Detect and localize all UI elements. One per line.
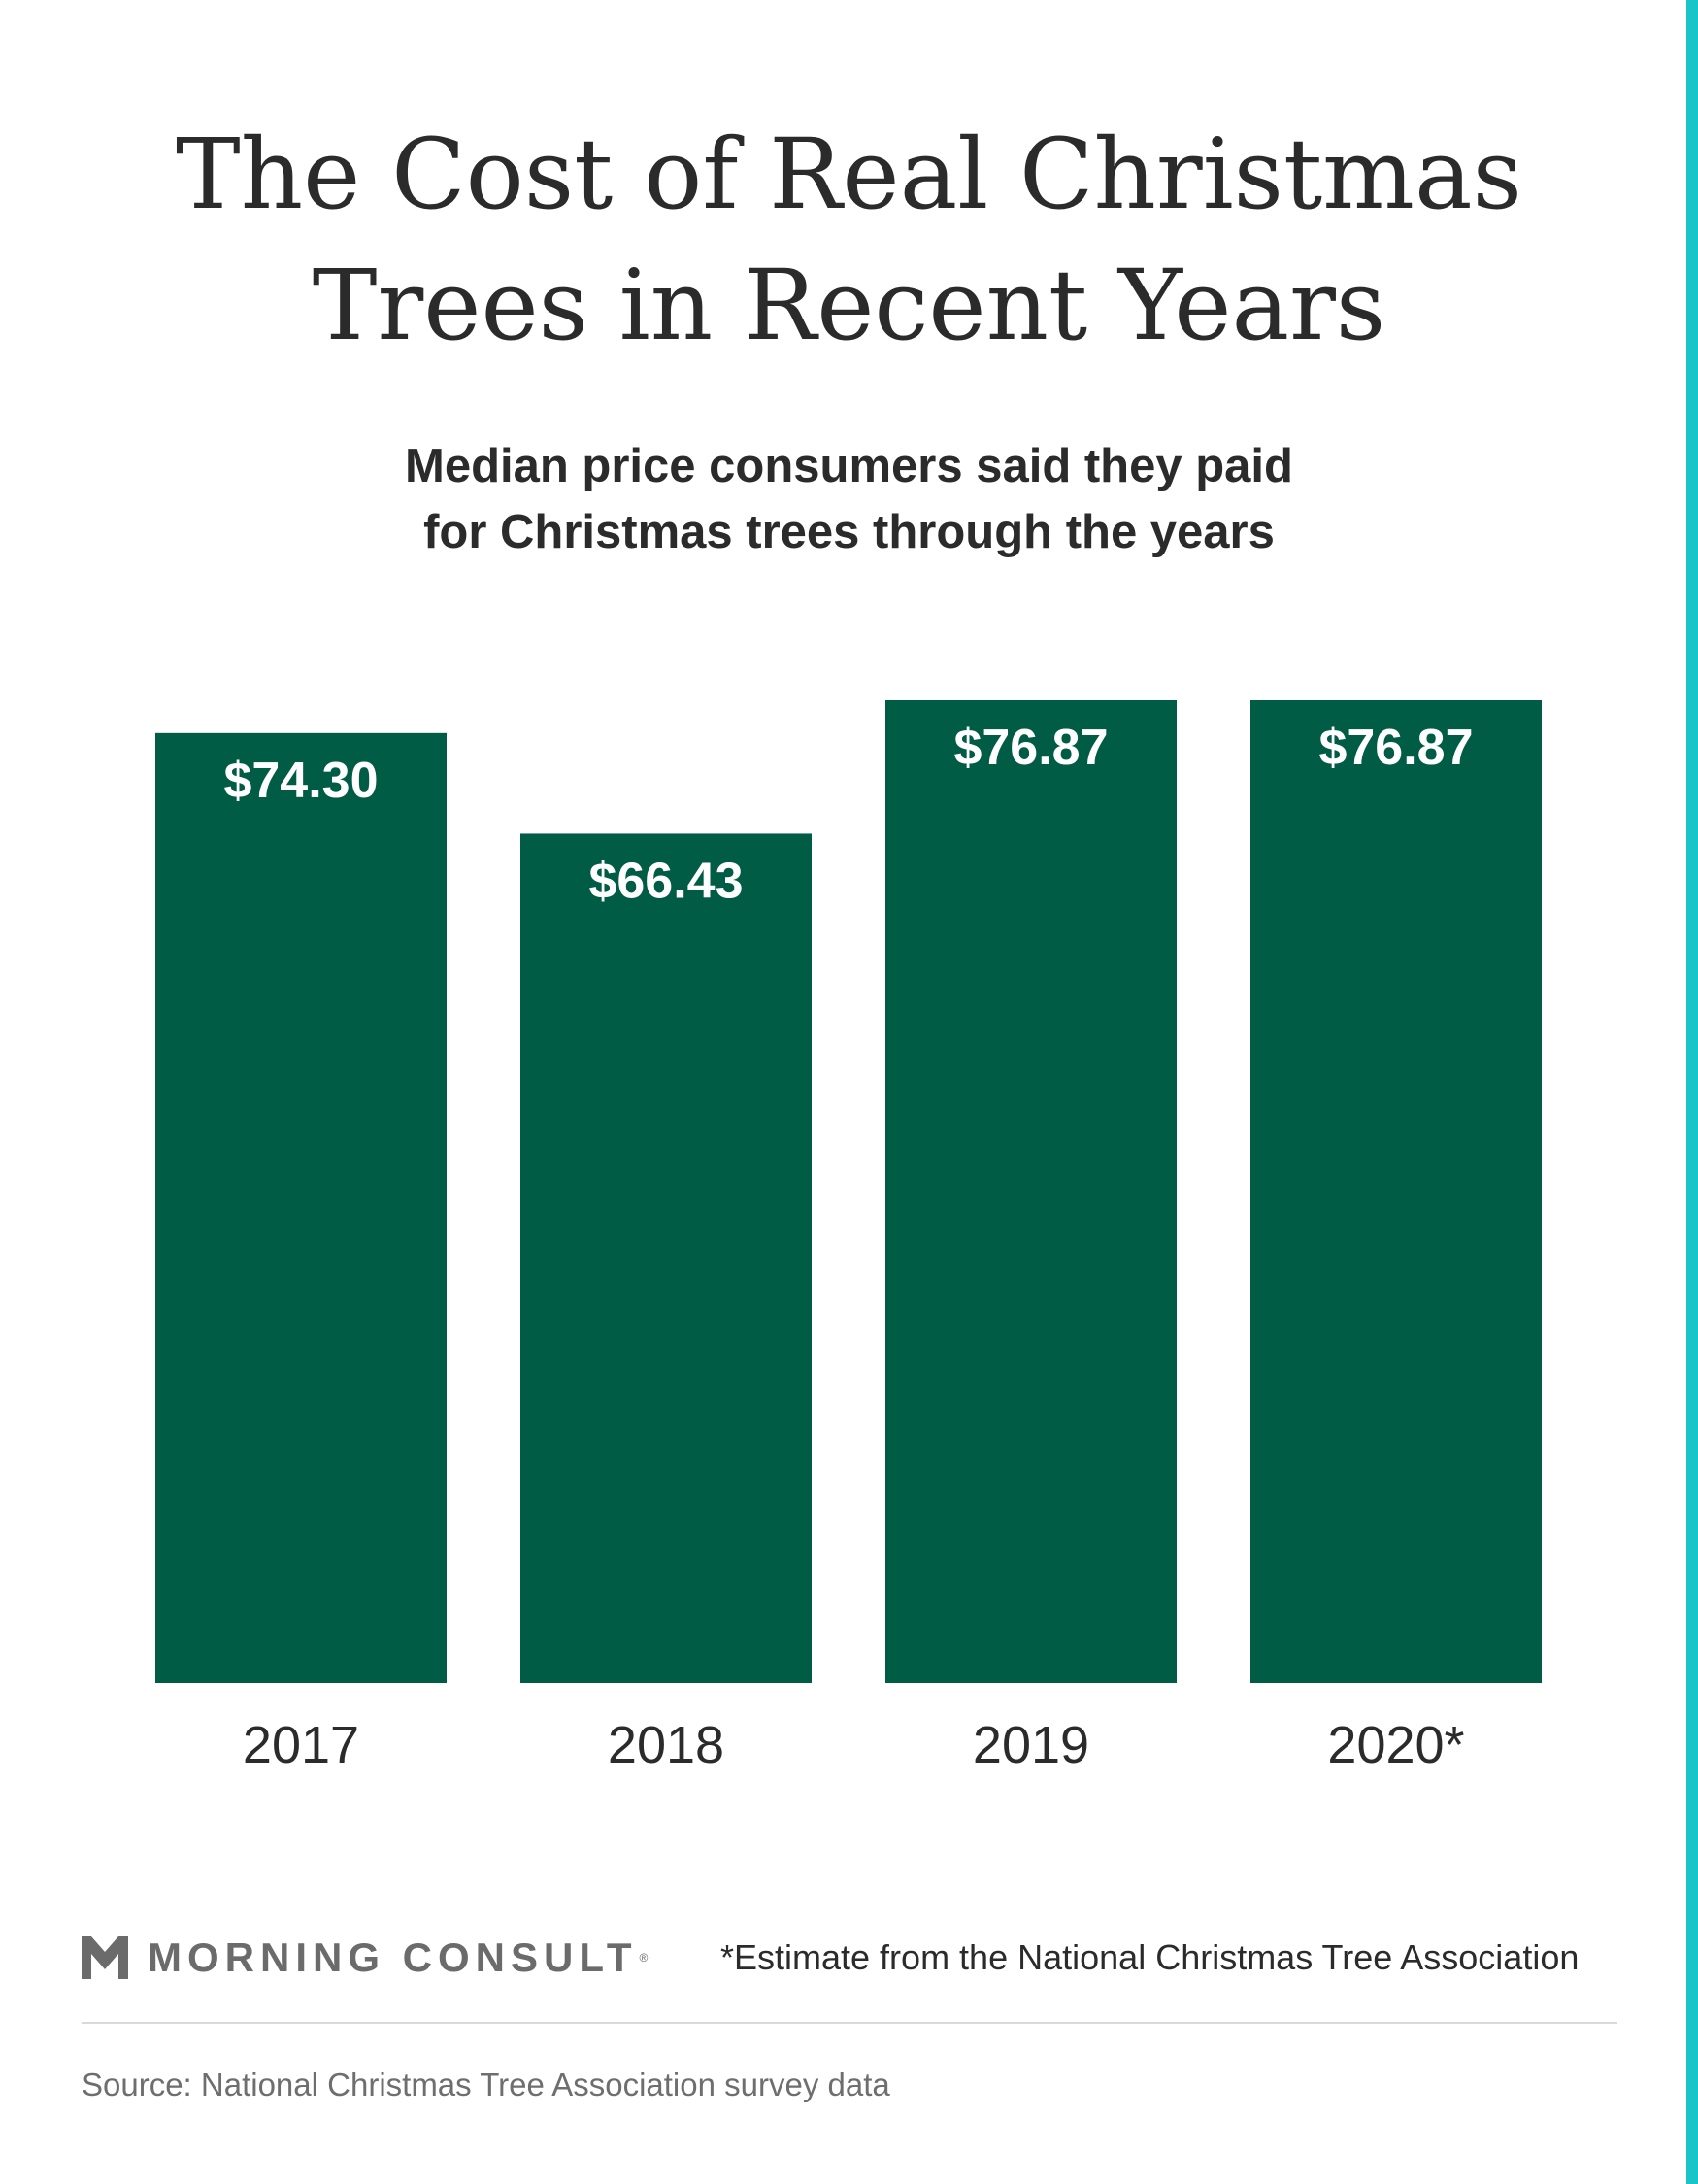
bar-value-label: $66.43 [588, 853, 743, 909]
chart-title-line-1: The Cost of Real Christmas [176, 118, 1522, 231]
logo-registered-mark: ® [639, 1951, 649, 1965]
divider [82, 2022, 1617, 2024]
category-label: 2020* [1327, 1716, 1464, 1774]
footnote: *Estimate from the National Christmas Tr… [720, 1937, 1580, 1977]
chart-subtitle-line-1: Median price consumers said they paid [405, 440, 1293, 492]
bar-2017 [155, 732, 447, 1683]
morning-consult-m-icon [82, 1936, 128, 1979]
bar-2018 [520, 833, 812, 1683]
category-label: 2018 [608, 1716, 724, 1774]
bar-value-label: $74.30 [223, 753, 378, 809]
logo-text: MORNING CONSULT [148, 1934, 638, 1980]
category-label: 2017 [243, 1716, 359, 1774]
morning-consult-logo: MORNING CONSULT ® [82, 1933, 648, 1982]
source-note: Source: National Christmas Tree Associat… [82, 2066, 890, 2102]
bar-2019 [885, 700, 1177, 1683]
accent-strip [1686, 0, 1698, 2184]
chart-subtitle: Median price consumers said they paid fo… [0, 433, 1698, 565]
bar-value-label: $76.87 [953, 720, 1108, 776]
category-label: 2019 [973, 1716, 1089, 1774]
bar-chart: $74.30 2017 $66.43 2018 $76.87 2019 $76.87 2020… [155, 700, 1542, 1774]
chart-title-line-2: Trees in Recent Years [312, 249, 1386, 362]
bar-2020 [1250, 700, 1542, 1683]
chart-title: The Cost of Real Christmas Trees in Rece… [0, 109, 1698, 371]
bar-value-label: $76.87 [1318, 720, 1473, 776]
chart-subtitle-line-2: for Christmas trees through the years [423, 506, 1275, 558]
